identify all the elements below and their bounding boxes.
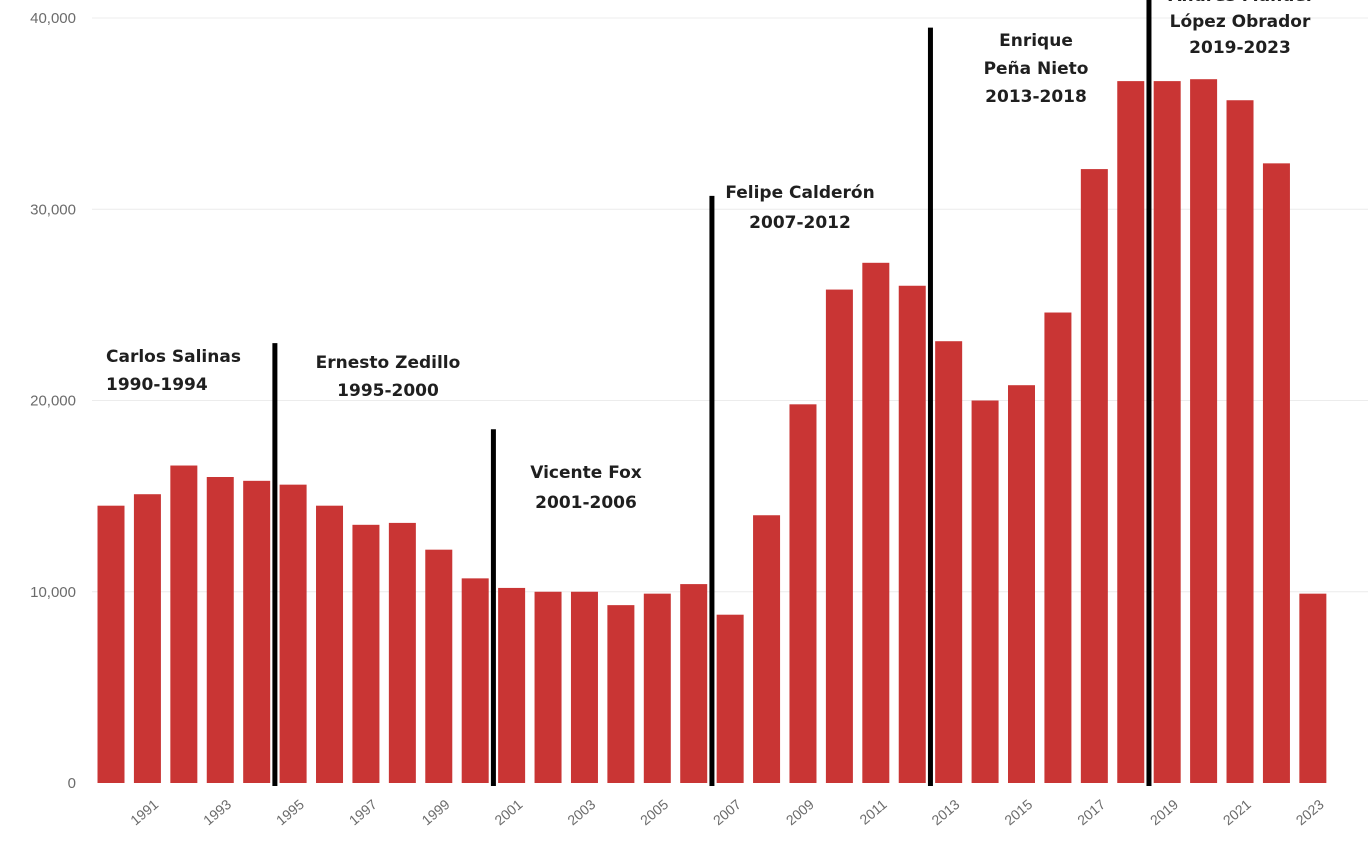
bar-2022 xyxy=(1262,163,1290,784)
bar-2015 xyxy=(1008,385,1035,783)
bar-2010 xyxy=(825,289,853,783)
bar-2000 xyxy=(461,578,489,783)
annotation-line: Carlos Salinas xyxy=(106,347,241,367)
bar-2013 xyxy=(935,341,963,783)
x-tick-label: 2015 xyxy=(1001,796,1035,828)
x-tick-label: 1991 xyxy=(127,796,161,828)
bar-1996 xyxy=(316,505,344,783)
bar-1995 xyxy=(279,484,307,783)
president-annotations: Carlos Salinas 1990-1994 Ernesto Zedillo 19… xyxy=(106,0,1312,513)
x-tick-label: 2021 xyxy=(1220,796,1254,828)
annotation-line: 2019-2023 xyxy=(1189,38,1291,58)
x-tick-label: 1997 xyxy=(346,796,380,828)
annotation-line: Felipe Calderón xyxy=(725,183,874,203)
bar-1991 xyxy=(133,494,161,783)
bar-1999 xyxy=(425,549,453,783)
bar-2019 xyxy=(1153,81,1181,784)
x-tick-label: 2003 xyxy=(564,796,598,828)
bar-1994 xyxy=(243,480,271,783)
annotation-zedillo: Ernesto Zedillo 1995-2000 xyxy=(316,353,461,401)
x-tick-label: 2001 xyxy=(491,796,525,828)
y-tick-label: 30,000 xyxy=(30,201,76,218)
annotation-fox: Vicente Fox 2001-2006 xyxy=(530,463,642,513)
bar-2016 xyxy=(1044,312,1072,783)
bar-2004 xyxy=(607,605,635,783)
annotation-line: Andrés Manuel xyxy=(1168,0,1311,6)
bar-2018 xyxy=(1117,81,1145,784)
term-dividers xyxy=(272,0,1152,786)
x-tick-label: 1995 xyxy=(273,796,307,828)
bar-2001 xyxy=(498,587,526,783)
annotation-line: López Obrador xyxy=(1170,12,1311,32)
bar-1993 xyxy=(206,477,234,783)
bar-2008 xyxy=(753,515,781,783)
bars xyxy=(97,79,1327,784)
bar-2020 xyxy=(1190,79,1218,783)
x-tick-label: 2013 xyxy=(928,796,962,828)
x-tick-label: 2011 xyxy=(856,796,890,828)
bar-2023 xyxy=(1299,593,1327,783)
annotation-salinas: Carlos Salinas 1990-1994 xyxy=(106,347,241,395)
bar-2012 xyxy=(898,285,926,783)
y-tick-label: 10,000 xyxy=(30,584,76,601)
bar-1990 xyxy=(97,505,125,783)
x-tick-label: 2019 xyxy=(1147,796,1181,828)
x-tick-label: 2007 xyxy=(710,796,744,828)
bar-2017 xyxy=(1080,169,1108,783)
bar-2011 xyxy=(862,262,890,783)
bar-2021 xyxy=(1226,100,1254,784)
bar-2006 xyxy=(680,584,708,783)
y-tick-label: 0 xyxy=(68,775,76,792)
annotation-line: Ernesto Zedillo xyxy=(316,353,461,373)
y-axis-ticks: 0 10,000 20,000 30,000 40,000 xyxy=(30,10,76,792)
annotation-line: 1995-2000 xyxy=(337,381,439,401)
x-tick-label: 1999 xyxy=(419,796,453,828)
annotation-line: Vicente Fox xyxy=(530,463,642,483)
bar-2007 xyxy=(716,614,744,783)
x-tick-label: 2017 xyxy=(1074,796,1108,828)
y-tick-label: 20,000 xyxy=(30,393,76,410)
annotation-line: Enrique xyxy=(999,31,1073,51)
annotation-pena-nieto: Enrique Peña Nieto 2013-2018 xyxy=(984,31,1089,107)
bar-1997 xyxy=(352,524,380,783)
bar-1992 xyxy=(170,465,198,783)
x-axis-ticks: 1991 1993 1995 1997 1999 2001 2003 2005 2007 2009… xyxy=(127,796,1327,828)
annotation-line: Peña Nieto xyxy=(984,59,1089,79)
bar-2009 xyxy=(789,404,817,783)
x-tick-label: 2005 xyxy=(637,796,671,828)
bar-1998 xyxy=(388,522,416,783)
annotation-line: 1990-1994 xyxy=(106,375,208,395)
bar-2014 xyxy=(971,400,999,783)
annotation-line: 2001-2006 xyxy=(535,493,637,513)
annotation-calderon: Felipe Calderón 2007-2012 xyxy=(725,183,874,233)
bar-2005 xyxy=(643,593,671,783)
annotation-amlo: Andrés Manuel López Obrador 2019-2023 xyxy=(1168,0,1311,58)
annotation-line: 2013-2018 xyxy=(985,87,1087,107)
bar-2002 xyxy=(534,591,562,783)
x-tick-label: 2023 xyxy=(1293,796,1327,828)
x-tick-label: 2009 xyxy=(783,796,817,828)
bar-2003 xyxy=(570,591,598,783)
x-tick-label: 1993 xyxy=(200,796,234,828)
annotation-line: 2007-2012 xyxy=(749,213,851,233)
y-tick-label: 40,000 xyxy=(30,10,76,27)
